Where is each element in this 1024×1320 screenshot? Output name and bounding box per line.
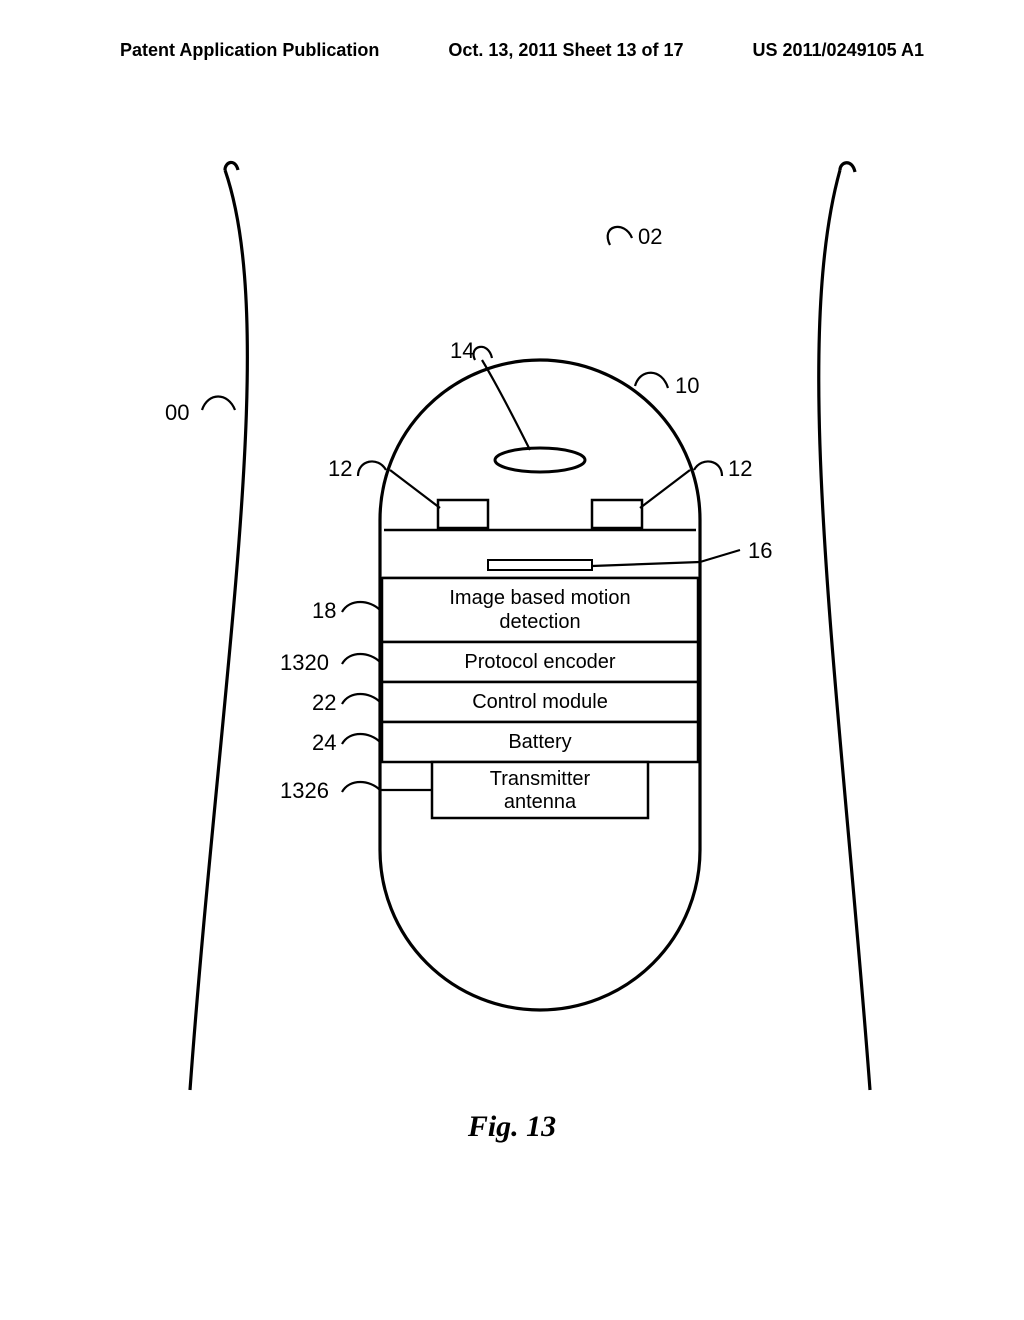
header-right: US 2011/0249105 A1	[753, 40, 924, 61]
label-1326: 1326	[280, 778, 329, 804]
module-m2: Protocol encoder	[464, 651, 616, 673]
module-m1b: detection	[499, 611, 580, 633]
module-m1a: Image based motion	[449, 587, 630, 609]
module-m5b: antenna	[504, 791, 577, 813]
label-10: 10	[675, 373, 699, 399]
label-02: 02	[638, 224, 662, 250]
label-12-right: 12	[728, 456, 752, 482]
figure-area: Image based motion detection Protocol en…	[80, 130, 944, 1130]
header-middle: Oct. 13, 2011 Sheet 13 of 17	[448, 40, 683, 61]
page-header: Patent Application Publication Oct. 13, …	[0, 40, 1024, 61]
header-left: Patent Application Publication	[120, 40, 379, 61]
label-14: 14	[450, 338, 474, 364]
module-m3: Control module	[472, 691, 608, 713]
label-16: 16	[748, 538, 772, 564]
label-24: 24	[312, 730, 336, 756]
label-22: 22	[312, 690, 336, 716]
figure-caption: Fig. 13	[0, 1110, 1024, 1144]
label-18: 18	[312, 598, 336, 624]
label-00: 00	[165, 400, 189, 426]
diagram-svg: Image based motion detection Protocol en…	[80, 130, 944, 1130]
module-m5a: Transmitter	[490, 768, 591, 790]
module-m4: Battery	[508, 731, 571, 753]
label-1320: 1320	[280, 650, 329, 676]
label-12-left: 12	[328, 456, 352, 482]
